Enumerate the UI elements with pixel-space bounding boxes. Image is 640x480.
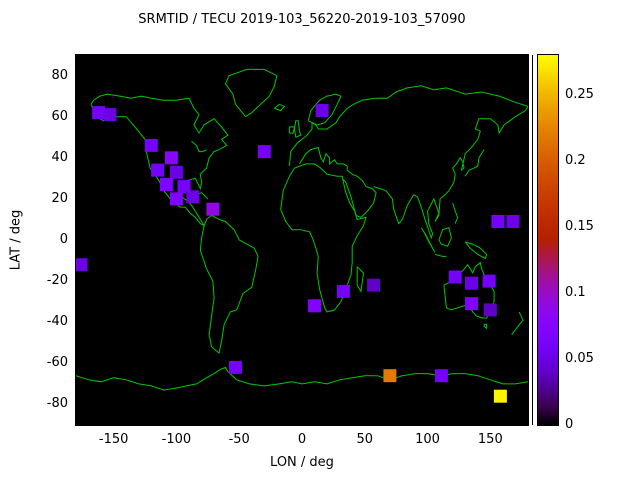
data-cell xyxy=(482,274,496,288)
coastline-path xyxy=(464,241,488,260)
coastline-path xyxy=(464,149,485,177)
data-cell xyxy=(483,303,497,317)
coastline-path xyxy=(199,214,259,355)
data-cell xyxy=(169,192,183,206)
plot-area xyxy=(75,54,529,426)
colorbar xyxy=(537,54,559,426)
data-cell xyxy=(177,180,191,194)
data-cell xyxy=(383,369,397,383)
y-tick-label: 40 xyxy=(51,149,68,165)
y-tick-label: 0 xyxy=(59,232,68,247)
coastline-outlines xyxy=(76,68,528,391)
coastline-path xyxy=(483,323,488,330)
coastline-path xyxy=(288,85,528,167)
coastline-path xyxy=(90,93,229,227)
colorbar-tick-label: 0.1 xyxy=(565,284,586,300)
data-cell xyxy=(315,104,329,117)
y-tick-label: 80 xyxy=(51,67,68,83)
x-axis-label: LON / deg xyxy=(270,455,334,470)
world-map xyxy=(76,68,528,403)
data-cell xyxy=(159,178,173,191)
data-cell xyxy=(506,215,520,228)
data-cell xyxy=(465,297,478,311)
coastline-path xyxy=(356,266,365,293)
coastline-path xyxy=(373,106,528,240)
data-cell xyxy=(336,284,350,298)
coastline-path xyxy=(293,120,302,138)
data-cell xyxy=(151,163,165,177)
colorbar-tick-label: 0.05 xyxy=(565,350,594,366)
data-cell xyxy=(367,278,381,292)
data-cell xyxy=(448,270,462,284)
colorbar-tick-label: 0.25 xyxy=(565,86,594,102)
coastline-path xyxy=(76,366,528,391)
data-cell xyxy=(308,299,322,313)
data-cell xyxy=(229,360,242,374)
x-tick-label: 50 xyxy=(356,432,374,447)
colorbar-tick-label: 0.2 xyxy=(565,152,586,168)
coastline-path xyxy=(288,126,296,134)
y-tick-label: -60 xyxy=(46,355,68,371)
plot-right-double-line xyxy=(532,55,533,425)
data-cell xyxy=(491,215,505,228)
coastline-path xyxy=(452,202,459,224)
tec-data-cells xyxy=(76,104,520,403)
data-cell xyxy=(164,151,178,165)
coastline-path xyxy=(191,140,207,153)
data-cell xyxy=(465,276,478,290)
data-cell xyxy=(92,106,106,120)
y-tick-label: -40 xyxy=(46,314,68,330)
coastline-path xyxy=(420,227,436,253)
colorbar-tick-label: 0.15 xyxy=(565,218,594,234)
y-axis-label: LAT / deg xyxy=(8,209,24,271)
x-tick-label: 0 xyxy=(297,432,307,447)
chart-title: SRMTID / TECU 2019-103_56220-2019-103_57… xyxy=(138,12,466,27)
data-cell xyxy=(76,258,88,272)
data-cell xyxy=(493,389,507,403)
coastline-path xyxy=(341,166,377,218)
coastline-path xyxy=(307,93,342,126)
y-tick-label: -20 xyxy=(46,273,68,289)
x-tick-label: -50 xyxy=(228,432,250,447)
x-tick-label: -100 xyxy=(161,432,192,447)
coastline-path xyxy=(280,163,367,313)
y-tick-label: 20 xyxy=(51,190,68,206)
coastline-path xyxy=(274,103,286,112)
coastline-path xyxy=(434,253,447,257)
data-cell xyxy=(169,165,183,179)
data-cell xyxy=(144,138,158,152)
data-cell xyxy=(186,190,200,204)
y-tick-label: 60 xyxy=(51,108,68,124)
x-tick-label: -150 xyxy=(98,432,129,447)
data-cell xyxy=(434,369,448,383)
coastline-path xyxy=(443,261,495,319)
data-cell xyxy=(257,145,271,159)
x-tick-label: 150 xyxy=(477,432,503,447)
coastline-path xyxy=(511,311,524,335)
coastline-path xyxy=(299,146,348,167)
colorbar-tick-label: 0 xyxy=(565,417,574,432)
data-cell xyxy=(103,108,117,122)
data-cell xyxy=(206,202,220,216)
coastline-path xyxy=(438,227,452,247)
coastline-path xyxy=(224,68,278,118)
x-tick-label: 100 xyxy=(415,432,440,447)
y-tick-label: -80 xyxy=(46,396,68,412)
